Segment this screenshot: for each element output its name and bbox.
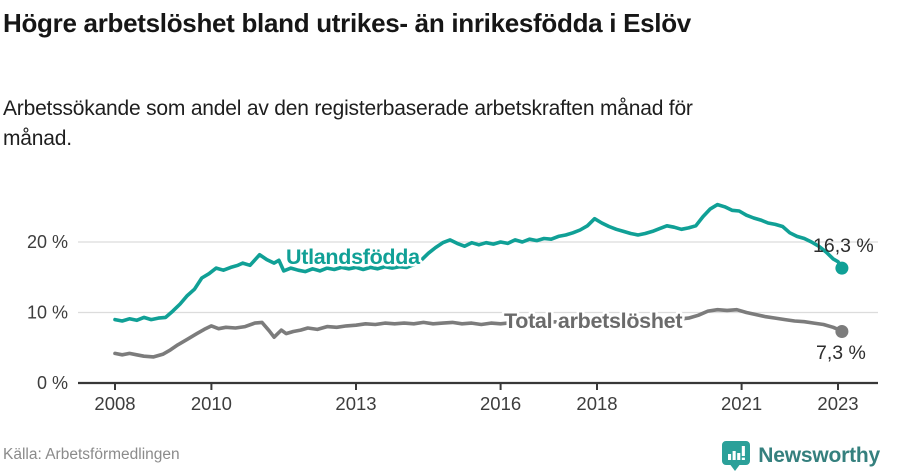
- value-label: 7,3 %: [816, 342, 866, 364]
- series-label: Utlandsfödda: [286, 245, 421, 269]
- series-line-utlandsfodda: [113, 202, 844, 323]
- series-end-dot-utlandsfodda: [835, 261, 849, 275]
- chart-title: Högre arbetslöshet bland utrikes- än inr…: [3, 8, 691, 38]
- series-end-dot-total: [835, 325, 849, 338]
- series-line-total: [113, 307, 844, 359]
- y-axis-tick-label: 20 %: [27, 232, 68, 252]
- x-axis-tick-label: 2016: [480, 393, 521, 414]
- y-axis-tick-label: 10 %: [27, 303, 68, 323]
- series-label: Total arbetslöshet: [504, 309, 682, 333]
- x-axis-tick-label: 2018: [576, 393, 617, 414]
- newsworthy-logo: Newsworthy: [721, 440, 880, 472]
- newsworthy-icon: [722, 441, 751, 471]
- x-axis-tick-label: 2008: [94, 393, 135, 414]
- chart-subtitle: Arbetssökande som andel av den registerb…: [3, 97, 693, 150]
- x-axis-tick-label: 2013: [335, 393, 376, 414]
- x-axis-tick-label: 2023: [817, 393, 858, 414]
- y-axis-tick-label: 0 %: [37, 373, 68, 393]
- source-note: Källa: Arbetsförmedlingen: [3, 446, 180, 463]
- newsworthy-wordmark: Newsworthy: [758, 444, 880, 467]
- x-axis-tick-label: 2021: [721, 393, 762, 414]
- value-label: 16,3 %: [813, 235, 874, 257]
- x-axis-tick-label: 2010: [191, 393, 232, 414]
